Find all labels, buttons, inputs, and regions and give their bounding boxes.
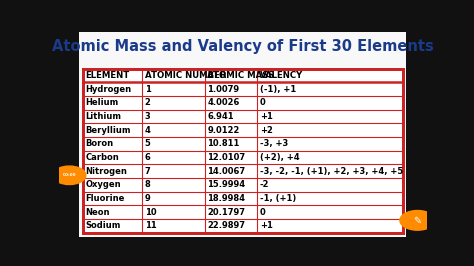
Text: Lithium: Lithium (86, 112, 122, 121)
Text: Fluorine: Fluorine (86, 194, 125, 203)
Text: 9: 9 (145, 194, 151, 203)
Text: 4.0026: 4.0026 (207, 98, 239, 107)
Text: +2: +2 (260, 126, 273, 135)
Text: Helium: Helium (86, 98, 119, 107)
Text: Nitrogen: Nitrogen (86, 167, 128, 176)
Text: 6.941: 6.941 (207, 112, 234, 121)
Text: 4: 4 (145, 126, 151, 135)
Text: Hydrogen: Hydrogen (86, 85, 132, 94)
Text: -3, +3: -3, +3 (260, 139, 288, 148)
Text: 15.9994: 15.9994 (207, 180, 245, 189)
Bar (80, 32, 406, 237)
Text: VALENCY: VALENCY (260, 71, 303, 80)
Text: 1: 1 (145, 85, 151, 94)
Text: 11: 11 (145, 221, 156, 230)
Text: 22.9897: 22.9897 (207, 221, 245, 230)
Text: 2: 2 (145, 98, 151, 107)
Text: 20.1797: 20.1797 (207, 208, 245, 217)
Text: -1, (+1): -1, (+1) (260, 194, 296, 203)
Text: 00:00: 00:00 (63, 173, 76, 177)
Text: 1.0079: 1.0079 (207, 85, 239, 94)
Circle shape (53, 166, 86, 185)
Text: ATOMIC MASS: ATOMIC MASS (207, 71, 274, 80)
Text: Atomic Mass and Valency of First 30 Elements: Atomic Mass and Valency of First 30 Elem… (52, 39, 434, 54)
Text: 14.0067: 14.0067 (207, 167, 245, 176)
Text: Sodium: Sodium (86, 221, 121, 230)
Text: (-1), +1: (-1), +1 (260, 85, 296, 94)
Text: 18.9984: 18.9984 (207, 194, 245, 203)
Text: Neon: Neon (86, 208, 110, 217)
Text: Carbon: Carbon (86, 153, 119, 162)
Text: -2: -2 (260, 180, 269, 189)
Text: Boron: Boron (86, 139, 114, 148)
Text: 9.0122: 9.0122 (207, 126, 239, 135)
Text: (+2), +4: (+2), +4 (260, 153, 300, 162)
Text: Oxygen: Oxygen (86, 180, 121, 189)
Text: ELEMENT: ELEMENT (86, 71, 130, 80)
Text: 6: 6 (145, 153, 151, 162)
Text: ✎: ✎ (413, 215, 421, 225)
Text: +1: +1 (260, 221, 273, 230)
Text: 10: 10 (145, 208, 156, 217)
Bar (83, 69, 403, 233)
Text: 12.0107: 12.0107 (207, 153, 245, 162)
Text: 5: 5 (145, 139, 151, 148)
Text: 0: 0 (260, 98, 265, 107)
Text: 3: 3 (145, 112, 151, 121)
Text: ATOMIC NUMBER: ATOMIC NUMBER (145, 71, 226, 80)
Text: 8: 8 (145, 180, 151, 189)
Bar (83, 69, 403, 233)
Text: 10.811: 10.811 (207, 139, 239, 148)
Text: 0: 0 (260, 208, 265, 217)
Circle shape (400, 210, 435, 230)
Text: +1: +1 (260, 112, 273, 121)
Text: -3, -2, -1, (+1), +2, +3, +4, +5: -3, -2, -1, (+1), +2, +3, +4, +5 (260, 167, 403, 176)
Text: Beryllium: Beryllium (86, 126, 131, 135)
Text: 7: 7 (145, 167, 151, 176)
